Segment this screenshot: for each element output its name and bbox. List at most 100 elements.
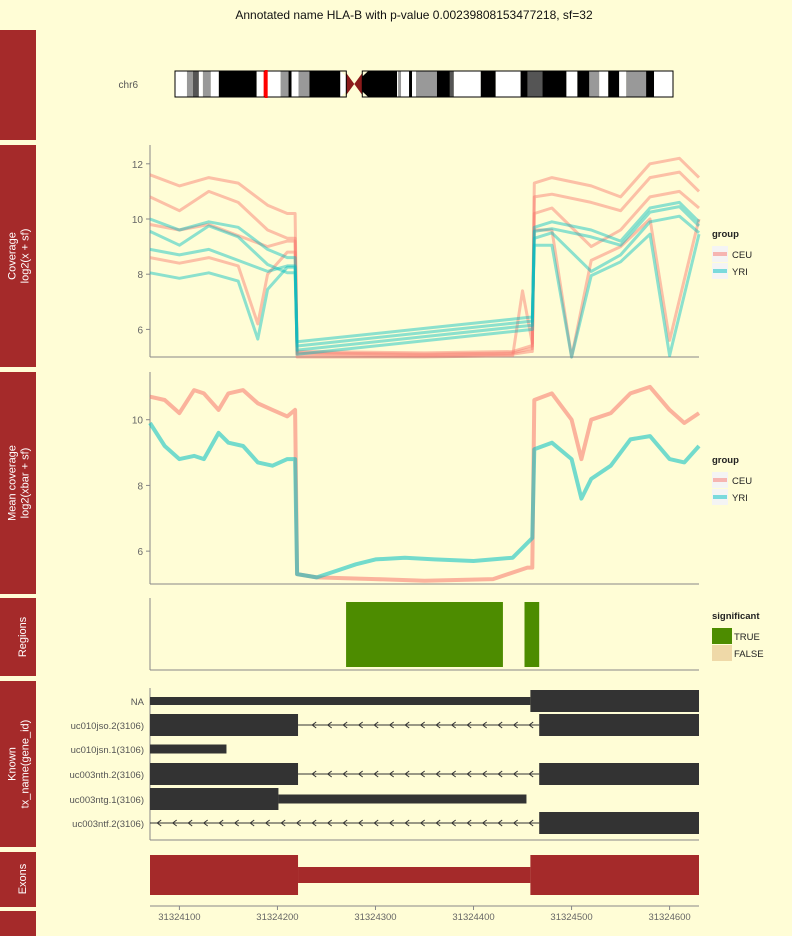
strip-chromosome — [0, 30, 36, 140]
strand-arrow — [388, 721, 395, 729]
exon-bar — [150, 763, 299, 785]
chromosome-band — [589, 71, 600, 97]
strand-arrow — [481, 819, 488, 827]
strand-arrow — [419, 721, 426, 729]
centromere-gap-bottom — [340, 84, 369, 97]
chromosome-band — [267, 71, 281, 97]
chromosome-band — [409, 71, 413, 97]
exon-segment — [298, 867, 531, 883]
transcript-label: uc003ntf.2(3106) — [72, 819, 144, 830]
chromosome-band — [453, 71, 481, 97]
coverage-lines — [149, 156, 701, 359]
strand-arrow — [497, 721, 503, 729]
strand-arrow — [435, 721, 441, 729]
strand-arrow — [404, 721, 410, 729]
strand-arrow — [419, 770, 426, 778]
strip-coverage: Coveragelog2(x + sf) — [0, 145, 36, 367]
legend-significant: significant TRUE FALSE — [712, 611, 764, 661]
transcript-label: NA — [131, 697, 145, 708]
strand-arrow — [419, 819, 426, 827]
chromosome-band — [646, 71, 655, 97]
strip-coverage-label: Coveragelog2(x + sf) — [7, 229, 32, 284]
chromosome-band — [401, 71, 410, 97]
exon-bar — [539, 763, 699, 785]
chromosome-band — [256, 71, 264, 97]
chart-title: Annotated name HLA-B with p-value 0.0023… — [235, 8, 593, 22]
chromosome-band — [280, 71, 289, 97]
strand-arrow — [404, 819, 410, 827]
strand-arrow — [450, 770, 457, 778]
strand-arrow — [373, 721, 379, 729]
legend-label: YRI — [732, 267, 748, 278]
x-axis: 31324100 31324200 31324300 31324400 31324500… — [150, 905, 699, 923]
coverage-axes: 6 8 10 12 — [132, 145, 699, 358]
legend-label: TRUE — [734, 632, 760, 643]
legend-label: YRI — [732, 493, 748, 504]
chromosome-band — [202, 71, 211, 97]
chromosome-band — [619, 71, 627, 97]
region-bar — [524, 602, 540, 667]
strand-arrow — [357, 770, 364, 778]
strip-line: Known — [7, 747, 19, 781]
chromosome-band — [599, 71, 609, 97]
y-tick-label: 10 — [132, 416, 144, 427]
strand-arrow — [512, 770, 519, 778]
chromosome-band — [398, 71, 402, 97]
strand-arrow — [295, 819, 302, 827]
transcript-label: uc003ntg.1(3106) — [70, 795, 144, 806]
chromosome-band — [359, 71, 398, 97]
strand-arrow — [373, 819, 379, 827]
exon-bar — [539, 714, 699, 736]
y-tick-label: 12 — [132, 160, 144, 171]
strip-line: Mean coverage — [7, 445, 19, 521]
strand-arrow — [156, 819, 162, 827]
strand-arrow — [388, 819, 395, 827]
chromosome-band — [527, 71, 543, 97]
legend-title: significant — [712, 611, 760, 622]
regions-bars — [346, 602, 540, 667]
transcript-label: uc010jso.2(3106) — [71, 721, 144, 732]
strip-line: log2(xbar + sf) — [20, 448, 32, 519]
strand-arrow — [249, 819, 255, 827]
strand-arrow — [512, 819, 519, 827]
chromosome-band — [291, 71, 299, 97]
chromosome-band — [298, 71, 310, 97]
chromosome-band — [412, 71, 417, 97]
y-tick-label: 6 — [137, 547, 143, 558]
centromere-gap-top — [340, 71, 369, 84]
coverage-line — [149, 217, 701, 359]
mean-line-ceu — [149, 384, 701, 583]
strand-arrow — [187, 819, 193, 827]
strand-arrow — [326, 819, 333, 827]
exon-bar — [278, 794, 527, 804]
strip-known: Knowntx_name(gene_id) — [0, 681, 36, 847]
strand-arrow — [233, 819, 240, 827]
legend-title: group — [712, 229, 739, 240]
strip-line: log2(x + sf) — [20, 229, 32, 284]
strand-arrow — [481, 770, 488, 778]
y-tick-label: 6 — [137, 325, 143, 336]
coverage-line — [149, 232, 701, 359]
exon-segment — [150, 855, 299, 895]
strand-arrow — [466, 819, 472, 827]
chromosome-band — [577, 71, 590, 97]
x-tick-label: 31324300 — [354, 912, 396, 923]
exon-segment — [530, 855, 699, 895]
chromosome-label: chr6 — [119, 80, 139, 91]
strand-arrow — [435, 819, 441, 827]
chromosome-band — [480, 71, 496, 97]
chromosome-highlight — [264, 70, 268, 98]
coverage-line — [149, 170, 701, 356]
legend-label: CEU — [732, 250, 752, 261]
strand-arrow — [342, 770, 348, 778]
strip-exons: Exons — [0, 852, 36, 907]
mean-line-yri — [148, 421, 701, 580]
chromosome-band — [520, 71, 528, 97]
x-tick-label: 31324600 — [648, 912, 690, 923]
chromosome-band — [288, 71, 292, 97]
coverage-line — [149, 189, 700, 358]
chromosome-band — [495, 71, 521, 97]
strip-line: tx_name(gene_id) — [20, 720, 32, 809]
y-tick-label: 8 — [137, 270, 143, 281]
